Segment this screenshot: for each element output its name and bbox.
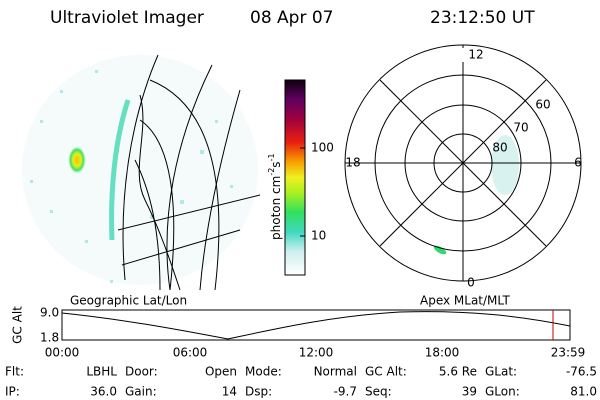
field-label: Seq: [365,385,392,399]
y-label: 9.0 [40,306,59,320]
latitude-label: 80 [492,141,507,155]
latitude-label: 60 [535,98,550,112]
field-label: Door: [125,365,158,379]
field-value: -76.5 [566,365,597,379]
title: Ultraviolet Imager [50,8,204,28]
field-label: Mode: [245,365,282,379]
x-label: 00:00 [45,346,80,360]
polar-plot: 12 18 6 0 60 70 80 [344,44,582,290]
y-label: 1.8 [40,331,59,345]
field-value: -9.7 [334,385,357,399]
colorbar-label: photon cm-2s-1 [267,153,283,240]
footer: Flt: LBHL Door: Open Mode: Normal GC Alt: 5.6 R… [5,365,597,399]
field-value: 5.6 Re [439,365,477,379]
field-label: IP: [5,385,20,399]
field-value: 14 [222,385,237,399]
colorbar-tick-label: 10 [311,229,326,243]
date: 08 Apr 07 [250,8,333,28]
field-label: Flt: [5,365,24,379]
field-label: Dsp: [245,385,272,399]
field-value: 39 [462,385,477,399]
latitude-label: 70 [513,121,528,135]
x-label: 23:59 [551,346,586,360]
field-value: 36.0 [90,385,117,399]
x-label: 12:00 [299,346,334,360]
field-label: GLon: [485,385,520,399]
colorbar [284,79,306,276]
colorbar-tick-label: 100 [311,141,334,155]
x-label: 06:00 [173,346,208,360]
panel-title: Apex MLat/MLT [420,294,510,308]
clock-label: 18 [345,156,360,170]
clock-label: 0 [467,276,475,290]
clock-label: 12 [468,48,483,62]
clock-label: 6 [574,156,582,170]
x-label: 18:00 [425,346,460,360]
field-value: 81.0 [570,385,597,399]
auroral-image [22,54,261,291]
field-value: Open [205,365,237,379]
field-value: Normal [314,365,357,379]
field-label: GLat: [485,365,517,379]
time: 23:12:50 UT [430,8,535,28]
field-label: GC Alt: [365,365,407,379]
field-value: LBHL [86,365,117,379]
axis-label: GC Alt [11,306,25,344]
panel-title: Geographic Lat/Lon [70,294,187,308]
altitude-panel: Geographic Lat/Lon Apex MLat/MLT GC Alt … [11,294,586,360]
field-label: Gain: [125,385,157,399]
